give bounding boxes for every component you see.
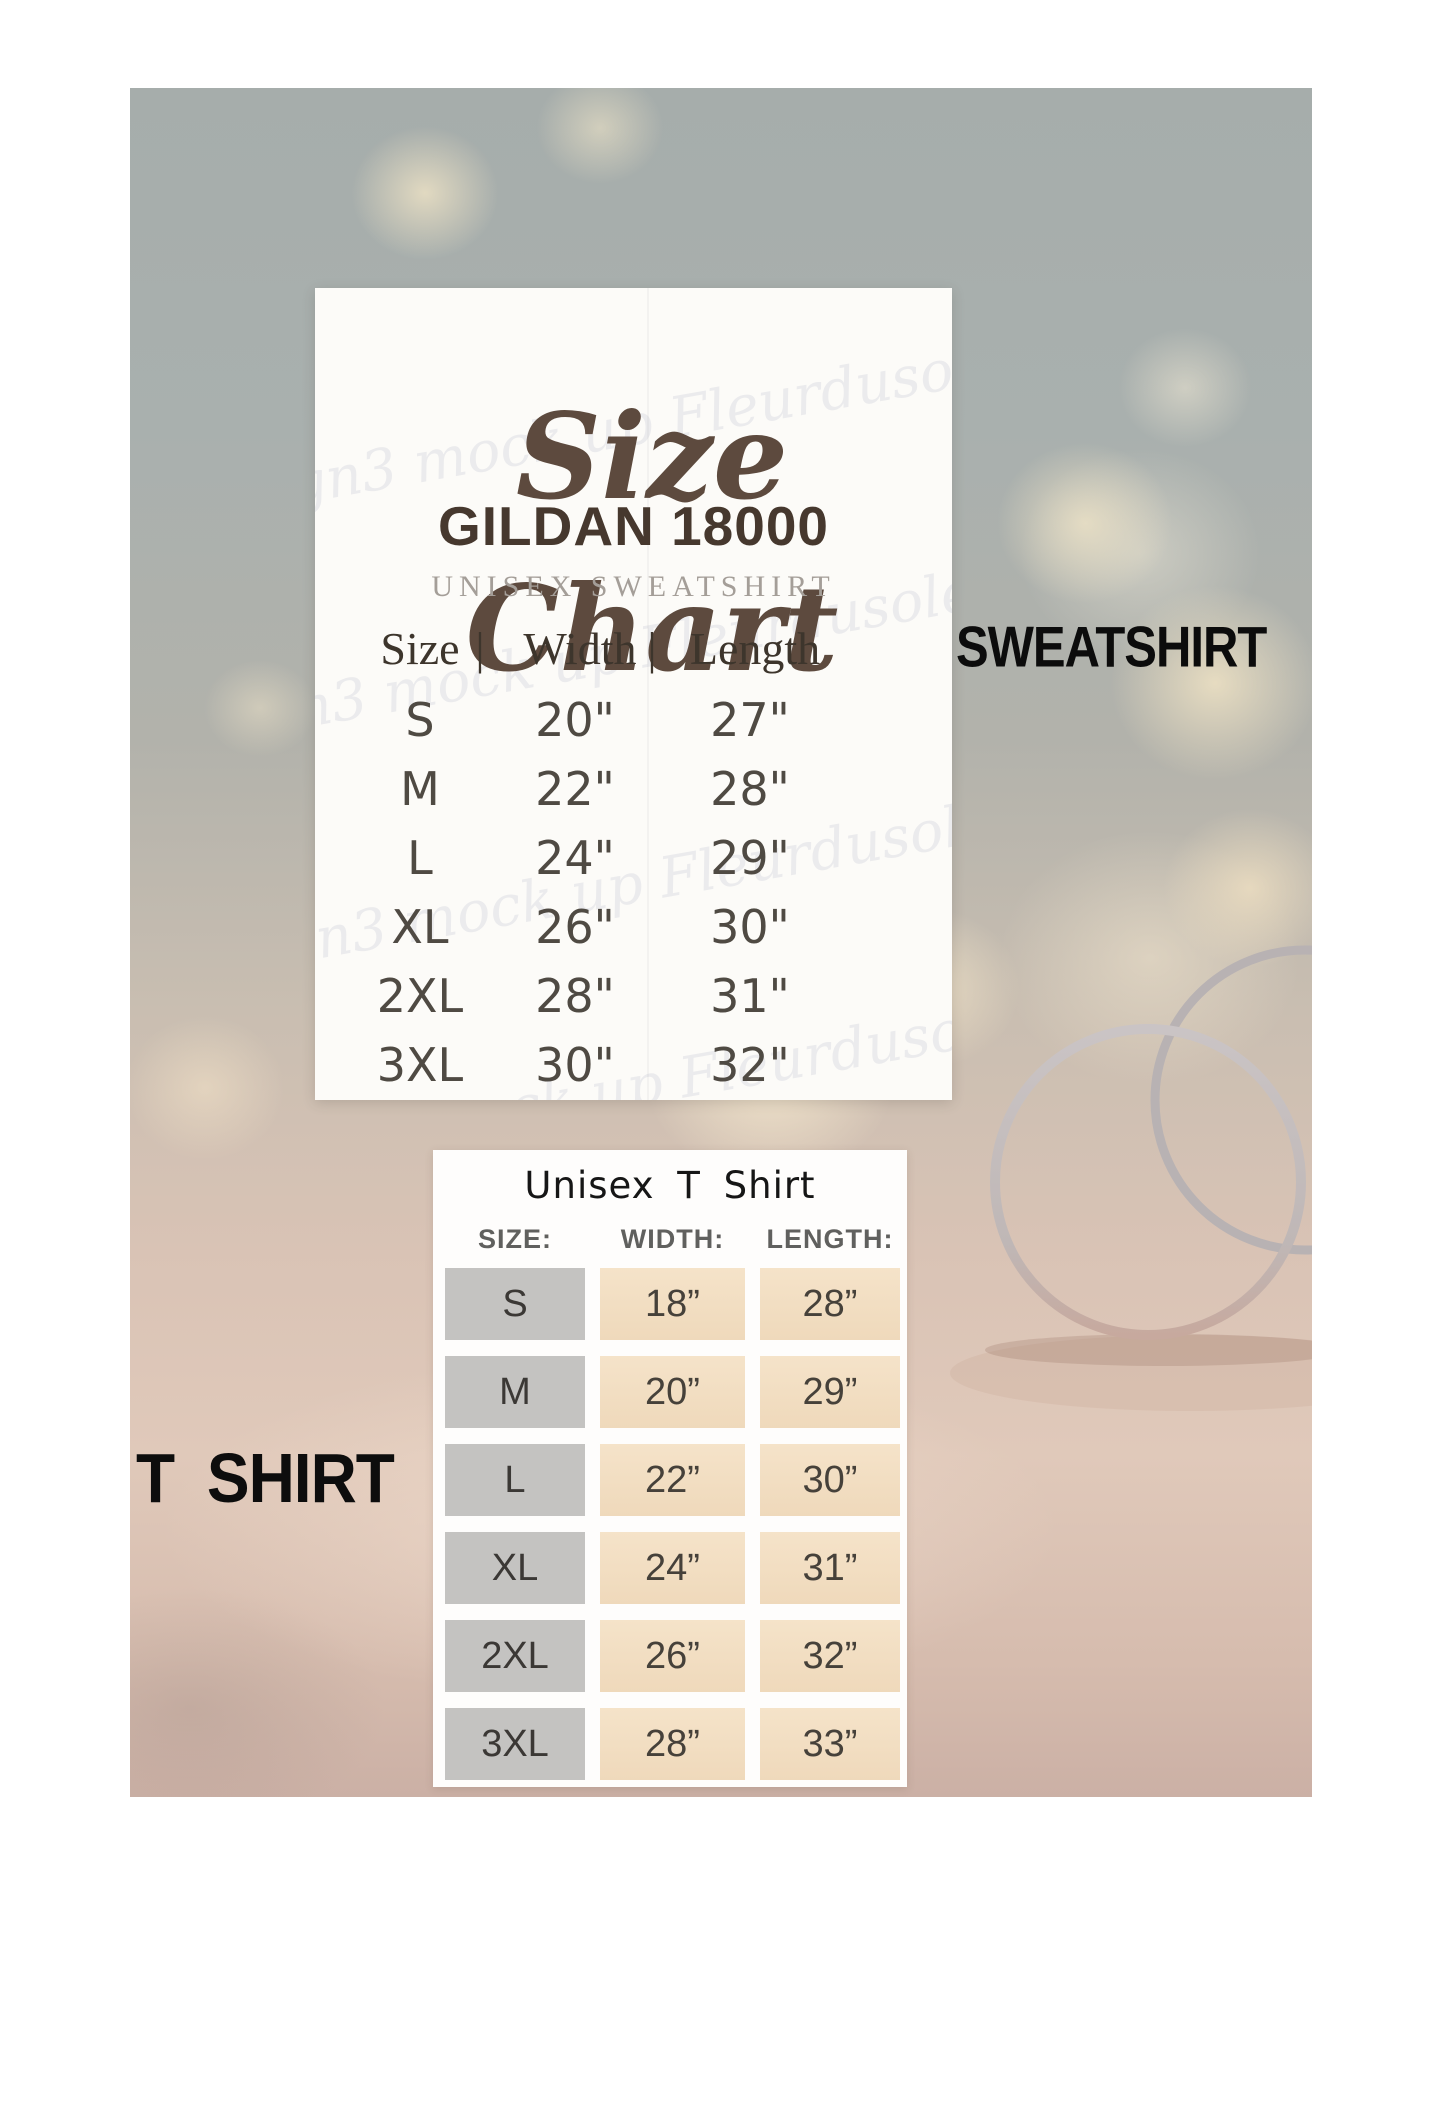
table-row: 3XL 28” 33” xyxy=(445,1708,900,1780)
width-cell: 28” xyxy=(600,1708,745,1780)
size-cell: S xyxy=(445,1268,585,1340)
size-cell: L xyxy=(445,1444,585,1516)
size-cell: M xyxy=(445,1356,585,1428)
size-cell: 2XL xyxy=(445,1620,585,1692)
length-cell: 29" xyxy=(710,831,790,885)
width-cell: 26" xyxy=(535,900,615,954)
size-cell: XL xyxy=(391,900,449,954)
length-cell: 28" xyxy=(710,762,790,816)
tshirt-label: T SHIRT xyxy=(136,1439,395,1517)
tshirt-table-header: SIZE: WIDTH: LENGTH: xyxy=(445,1224,895,1255)
brand-subtitle: UNISEX SWEATSHIRT xyxy=(431,570,836,603)
header-separator: | xyxy=(475,623,485,674)
length-cell: 31” xyxy=(760,1532,900,1604)
column-header-size: SIZE: xyxy=(477,1224,552,1254)
sweatshirt-table-body: S 20" 27" M 22" 28" L 24" 29" XL 26" 30"… xyxy=(345,686,845,1100)
brand-title: GILDAN 18000 xyxy=(437,495,830,557)
table-row: L 24" 29" xyxy=(345,824,845,893)
size-cell: 2XL xyxy=(376,969,464,1023)
tshirt-size-panel: Unisex T Shirt SIZE: WIDTH: LENGTH: S 18… xyxy=(433,1150,907,1787)
table-row: XL 24” 31” xyxy=(445,1532,900,1604)
table-row: L 22” 30” xyxy=(445,1444,900,1516)
table-row: 3XL 30" 32" xyxy=(345,1031,845,1100)
width-cell: 18” xyxy=(600,1268,745,1340)
width-cell: 20” xyxy=(600,1356,745,1428)
width-cell: 24" xyxy=(535,831,615,885)
length-cell: 29” xyxy=(760,1356,900,1428)
length-cell: 31" xyxy=(710,969,790,1023)
width-cell: 22” xyxy=(600,1444,745,1516)
rear-ring-icon xyxy=(1150,945,1312,1255)
rings-shadow xyxy=(950,1335,1312,1411)
size-cell: XL xyxy=(445,1532,585,1604)
length-cell: 32" xyxy=(710,1038,790,1092)
tshirt-table-body: S 18” 28” M 20” 29” L 22” 30” XL 24” 31”… xyxy=(445,1268,900,1780)
table-row: M 22" 28" xyxy=(345,755,845,824)
front-ring-icon xyxy=(990,1024,1306,1340)
size-cell: M xyxy=(400,762,440,816)
length-cell: 28” xyxy=(760,1268,900,1340)
size-cell: L xyxy=(407,831,433,885)
size-cell: 3XL xyxy=(376,1038,464,1092)
length-cell: 33” xyxy=(760,1708,900,1780)
sweatshirt-label: SWEATSHIRT xyxy=(956,615,1267,680)
width-cell: 20" xyxy=(535,693,615,747)
length-cell: 30" xyxy=(710,900,790,954)
card-seam-line xyxy=(647,288,649,1100)
sweatshirt-size-card: gn3 mock up Fleurdusoleil gn3 mock up Fl… xyxy=(315,288,952,1100)
header-separator: | xyxy=(647,623,657,674)
column-header-width: WIDTH: xyxy=(620,1224,725,1254)
rings-contact-shadow xyxy=(985,1334,1312,1366)
column-header-length: Length xyxy=(689,623,821,674)
size-cell: S xyxy=(405,693,435,747)
rings-icon xyxy=(950,945,1312,1411)
size-cell: 3XL xyxy=(445,1708,585,1780)
table-row: 2XL 28" 31" xyxy=(345,962,845,1031)
table-row: 2XL 26” 32” xyxy=(445,1620,900,1692)
width-cell: 24” xyxy=(600,1532,745,1604)
sweatshirt-table-header: Size | Width | Length xyxy=(315,618,952,680)
table-row: S 20" 27" xyxy=(345,686,845,755)
width-cell: 30" xyxy=(535,1038,615,1092)
table-row: M 20” 29” xyxy=(445,1356,900,1428)
length-cell: 32” xyxy=(760,1620,900,1692)
width-cell: 26” xyxy=(600,1620,745,1692)
table-row: S 18” 28” xyxy=(445,1268,900,1340)
width-cell: 28" xyxy=(535,969,615,1023)
card-heading-script: Size Chart xyxy=(465,387,839,699)
tshirt-title: Unisex T Shirt xyxy=(524,1164,816,1207)
length-cell: 27" xyxy=(710,693,790,747)
width-cell: 22" xyxy=(535,762,615,816)
column-header-size: Size xyxy=(380,623,460,674)
column-header-width: Width xyxy=(523,623,637,674)
column-header-length: LENGTH: xyxy=(766,1224,894,1254)
table-row: XL 26" 30" xyxy=(345,893,845,962)
length-cell: 30” xyxy=(760,1444,900,1516)
